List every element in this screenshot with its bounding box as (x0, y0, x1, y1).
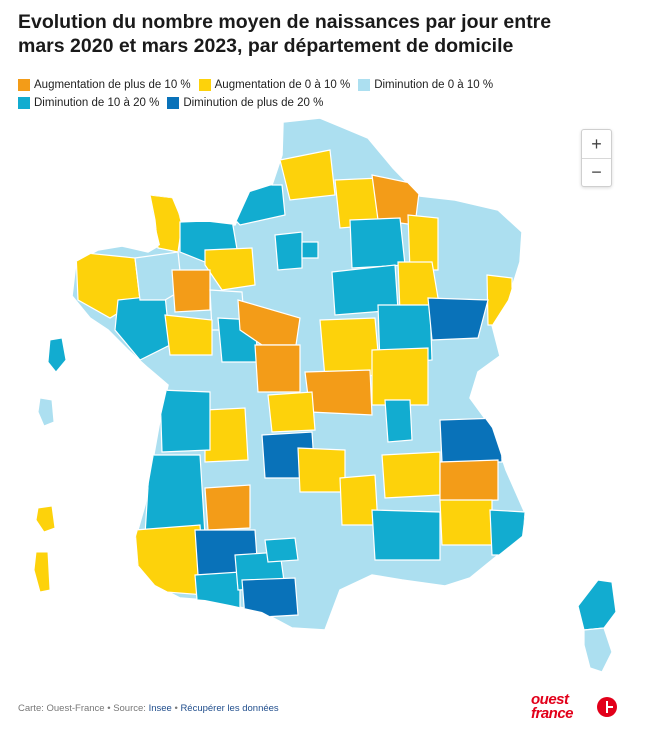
department-region[interactable] (274, 231, 303, 271)
legend-label: Diminution de 0 à 10 % (374, 79, 494, 91)
legend: Augmentation de plus de 10 % Augmentatio… (18, 77, 618, 113)
ouest-france-logo[interactable]: ouest france (531, 691, 621, 725)
mainland-france (71, 117, 526, 631)
corsica (577, 579, 617, 673)
department-region[interactable] (381, 451, 441, 499)
separator: • (171, 703, 181, 714)
department-region[interactable] (264, 537, 299, 563)
department-region[interactable] (297, 447, 346, 493)
department-region[interactable] (134, 524, 206, 596)
department-region[interactable] (319, 317, 381, 379)
legend-label: Diminution de plus de 20 % (183, 97, 324, 109)
island-region[interactable] (33, 551, 51, 593)
department-region[interactable] (279, 149, 336, 201)
department-region[interactable] (144, 454, 206, 536)
department-region[interactable] (164, 314, 213, 356)
logo-text: ouest france (531, 691, 574, 722)
legend-item-inc-high[interactable]: Augmentation de plus de 10 % (18, 79, 191, 91)
department-region[interactable] (427, 297, 489, 341)
legend-item-dec-high[interactable]: Diminution de plus de 20 % (167, 97, 323, 109)
legend-swatch (167, 97, 180, 109)
department-region[interactable] (301, 241, 319, 259)
island-region[interactable] (37, 397, 55, 427)
department-region[interactable] (439, 459, 499, 503)
department-region[interactable] (407, 214, 439, 271)
logo-mark-icon (597, 697, 617, 717)
zoom-controls: + − (581, 129, 612, 187)
map-title: Evolution du nombre moyen de naissances … (18, 10, 618, 58)
department-region[interactable] (349, 217, 406, 269)
legend-item-dec-low[interactable]: Diminution de 0 à 10 % (358, 79, 493, 91)
legend-swatch (18, 79, 30, 91)
legend-swatch (358, 79, 371, 91)
legend-item-inc-low[interactable]: Augmentation de 0 à 10 % (198, 79, 351, 91)
legend-swatch (198, 79, 211, 91)
legend-item-dec-mid[interactable]: Diminution de 10 à 20 % (18, 97, 159, 109)
logo-line-2: france (531, 705, 574, 722)
france-map[interactable] (0, 110, 650, 690)
legend-label: Augmentation de 0 à 10 % (214, 79, 351, 91)
department-region[interactable] (384, 399, 413, 443)
credits-text: Carte: Ouest-France • Source: (18, 703, 149, 714)
department-region[interactable] (439, 417, 503, 463)
department-region[interactable] (371, 347, 429, 406)
island-region[interactable] (47, 337, 67, 373)
department-region[interactable] (204, 484, 251, 531)
zoom-in-button[interactable]: + (591, 133, 602, 154)
department-region[interactable] (159, 389, 211, 453)
title-line-2: mars 2020 et mars 2023, par département … (18, 35, 514, 57)
department-region[interactable] (204, 247, 256, 291)
department-region[interactable] (439, 499, 493, 546)
legend-label: Augmentation de plus de 10 % (34, 79, 191, 91)
corsica-region[interactable] (577, 579, 617, 631)
logo-line-1: ouest (531, 691, 569, 708)
department-region[interactable] (304, 369, 373, 416)
title-line-1: Evolution du nombre moyen de naissances … (18, 11, 552, 33)
zoom-out-button[interactable]: − (582, 158, 611, 186)
department-region[interactable] (267, 391, 316, 433)
download-data-link[interactable]: Récupérer les données (180, 703, 279, 714)
department-region[interactable] (149, 194, 183, 253)
legend-label: Diminution de 10 à 20 % (34, 97, 160, 109)
footer-credits: Carte: Ouest-France • Source: Insee • Ré… (18, 703, 279, 714)
corsica-region[interactable] (583, 627, 613, 673)
department-region[interactable] (171, 269, 211, 313)
source-link[interactable]: Insee (148, 703, 172, 714)
legend-swatch (18, 97, 30, 109)
department-region[interactable] (371, 509, 441, 561)
department-region[interactable] (204, 407, 249, 463)
department-region[interactable] (254, 344, 301, 393)
department-region[interactable] (241, 577, 299, 619)
island-region[interactable] (35, 505, 56, 533)
overseas-islands (33, 337, 67, 593)
